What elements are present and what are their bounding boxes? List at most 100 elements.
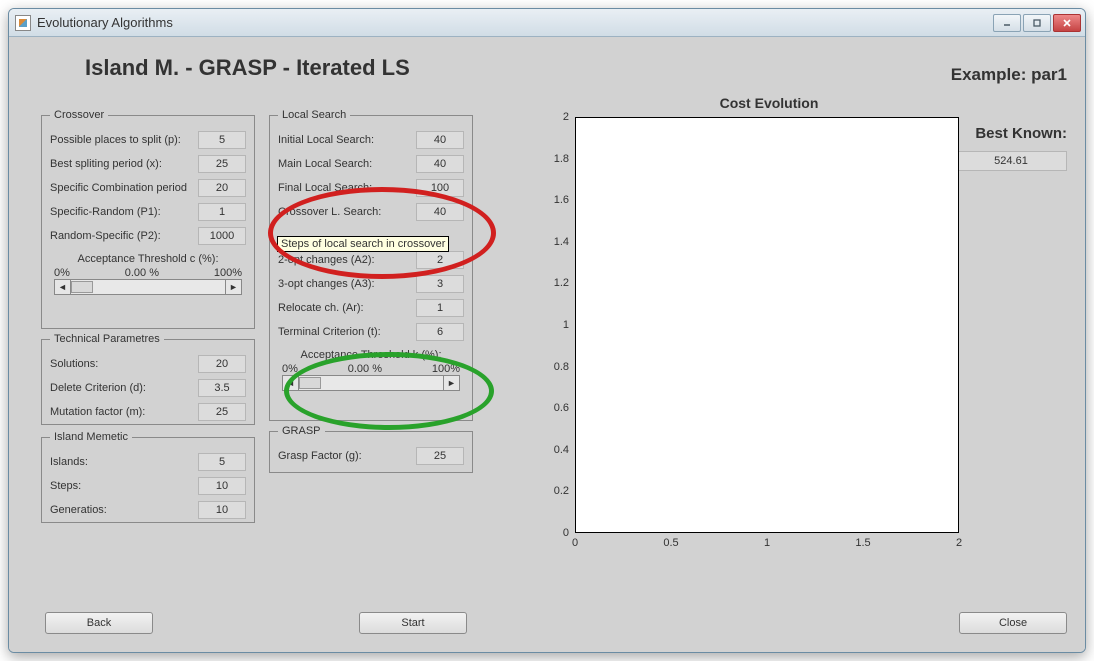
val-crossover-1[interactable]: 25 [198, 155, 246, 173]
slider-c-labels: 0% 0.00 % 100% [50, 267, 246, 279]
row-tech-2: Mutation factor (m):25 [50, 401, 246, 423]
tooltip-crossover-ls: Steps of local search in crossover [277, 236, 449, 252]
ytick-0.8: 0.8 [554, 361, 569, 373]
chart-title: Cost Evolution [569, 95, 969, 111]
row-island-0: Islands:5 [50, 451, 246, 473]
row-crossover-2: Specific Combination period20 [50, 177, 246, 199]
slider-c-track[interactable] [71, 280, 225, 294]
ytick-1.2: 1.2 [554, 277, 569, 289]
ytick-0.6: 0.6 [554, 402, 569, 414]
slider-k[interactable]: ◄ ► [282, 375, 460, 391]
ytick-0.2: 0.2 [554, 485, 569, 497]
row-crossover-3: Specific-Random (P1):1 [50, 201, 246, 223]
island-panel: Island Memetic Islands:5 Steps:10 Genera… [41, 431, 255, 523]
xtick-0: 0 [572, 537, 578, 549]
val-crossover-3[interactable]: 1 [198, 203, 246, 221]
val-crossover-4[interactable]: 1000 [198, 227, 246, 245]
val-ls-6[interactable]: 1 [416, 299, 464, 317]
val-crossover-0[interactable]: 5 [198, 131, 246, 149]
val-ls-7[interactable]: 6 [416, 323, 464, 341]
slider-k-thumb[interactable] [299, 377, 321, 389]
ytick-1.6: 1.6 [554, 194, 569, 206]
row-ls-4: 2-opt changes (A2):2 [278, 249, 464, 271]
window-title: Evolutionary Algorithms [37, 15, 987, 30]
xtick-0.5: 0.5 [663, 537, 678, 549]
crossover-panel: Crossover Possible places to split (p):5… [41, 109, 255, 329]
val-crossover-2[interactable]: 20 [198, 179, 246, 197]
ytick-1: 1 [563, 319, 569, 331]
grasp-panel: GRASP Grasp Factor (g):25 [269, 425, 473, 473]
ytick-0: 0 [563, 527, 569, 539]
slider-k-left-arrow-icon[interactable]: ◄ [283, 376, 299, 390]
titlebar: Evolutionary Algorithms [9, 9, 1085, 37]
row-tech-0: Solutions:20 [50, 353, 246, 375]
val-island-1[interactable]: 10 [198, 477, 246, 495]
row-island-2: Generatios:10 [50, 499, 246, 521]
row-ls-7: Terminal Criterion (t):6 [278, 321, 464, 343]
slider-c-title: Acceptance Threshold c (%): [50, 253, 246, 265]
start-button[interactable]: Start [359, 612, 467, 634]
val-tech-2[interactable]: 25 [198, 403, 246, 421]
row-ls-1: Main Local Search:40 [278, 153, 464, 175]
crossover-legend: Crossover [50, 109, 108, 121]
row-tech-1: Delete Criterion (d):3.5 [50, 377, 246, 399]
slider-c-thumb[interactable] [71, 281, 93, 293]
xtick-2: 2 [956, 537, 962, 549]
row-ls-0: Initial Local Search:40 [278, 129, 464, 151]
slider-k-title: Acceptance Threshold k (%): [278, 349, 464, 361]
row-crossover-4: Random-Specific (P2):1000 [50, 225, 246, 247]
val-tech-0[interactable]: 20 [198, 355, 246, 373]
matlab-icon [15, 15, 31, 31]
ytick-2: 2 [563, 111, 569, 123]
close-window-button[interactable] [1053, 14, 1081, 32]
slider-k-right-arrow-icon[interactable]: ► [443, 376, 459, 390]
ytick-1.4: 1.4 [554, 236, 569, 248]
best-known-label: Best Known: [975, 125, 1067, 142]
technical-panel: Technical Parametres Solutions:20 Delete… [41, 333, 255, 425]
row-crossover-1: Best spliting period (x):25 [50, 153, 246, 175]
row-ls-2: Final Local Search:100 [278, 177, 464, 199]
row-grasp-0: Grasp Factor (g):25 [278, 445, 464, 467]
island-legend: Island Memetic [50, 431, 132, 443]
technical-legend: Technical Parametres [50, 333, 164, 345]
row-ls-3: Crossover L. Search:40 [278, 201, 464, 223]
val-ls-2[interactable]: 100 [416, 179, 464, 197]
val-ls-5[interactable]: 3 [416, 275, 464, 293]
chart-plot-area [575, 117, 959, 533]
best-known-value: 524.61 [955, 151, 1067, 171]
val-ls-1[interactable]: 40 [416, 155, 464, 173]
minimize-button[interactable] [993, 14, 1021, 32]
xtick-1.5: 1.5 [855, 537, 870, 549]
ytick-0.4: 0.4 [554, 444, 569, 456]
val-ls-4[interactable]: 2 [416, 251, 464, 269]
slider-k-track[interactable] [299, 376, 443, 390]
val-tech-1[interactable]: 3.5 [198, 379, 246, 397]
ytick-1.8: 1.8 [554, 153, 569, 165]
cost-evolution-chart: 2 1.8 1.6 1.4 1.2 1 0.8 0.6 0.4 0.2 0 0 … [575, 117, 959, 533]
val-island-2[interactable]: 10 [198, 501, 246, 519]
slider-c-right-arrow-icon[interactable]: ► [225, 280, 241, 294]
page-title: Island M. - GRASP - Iterated LS [85, 55, 410, 81]
app-window: Evolutionary Algorithms Island M. - GRAS… [8, 8, 1086, 653]
maximize-button[interactable] [1023, 14, 1051, 32]
grasp-legend: GRASP [278, 425, 325, 437]
row-island-1: Steps:10 [50, 475, 246, 497]
example-label: Example: par1 [951, 65, 1067, 85]
close-button[interactable]: Close [959, 612, 1067, 634]
row-ls-6: Relocate ch. (Ar):1 [278, 297, 464, 319]
slider-k-labels: 0% 0.00 % 100% [278, 363, 464, 375]
val-ls-0[interactable]: 40 [416, 131, 464, 149]
val-grasp-0[interactable]: 25 [416, 447, 464, 465]
row-ls-5: 3-opt changes (A3):3 [278, 273, 464, 295]
slider-c[interactable]: ◄ ► [54, 279, 242, 295]
window-controls [993, 14, 1081, 32]
xtick-1: 1 [764, 537, 770, 549]
slider-c-left-arrow-icon[interactable]: ◄ [55, 280, 71, 294]
client-area: Island M. - GRASP - Iterated LS Example:… [9, 37, 1085, 652]
localsearch-legend: Local Search [278, 109, 350, 121]
localsearch-panel: Local Search Initial Local Search:40 Mai… [269, 109, 473, 421]
back-button[interactable]: Back [45, 612, 153, 634]
val-island-0[interactable]: 5 [198, 453, 246, 471]
val-ls-3[interactable]: 40 [416, 203, 464, 221]
row-crossover-0: Possible places to split (p):5 [50, 129, 246, 151]
